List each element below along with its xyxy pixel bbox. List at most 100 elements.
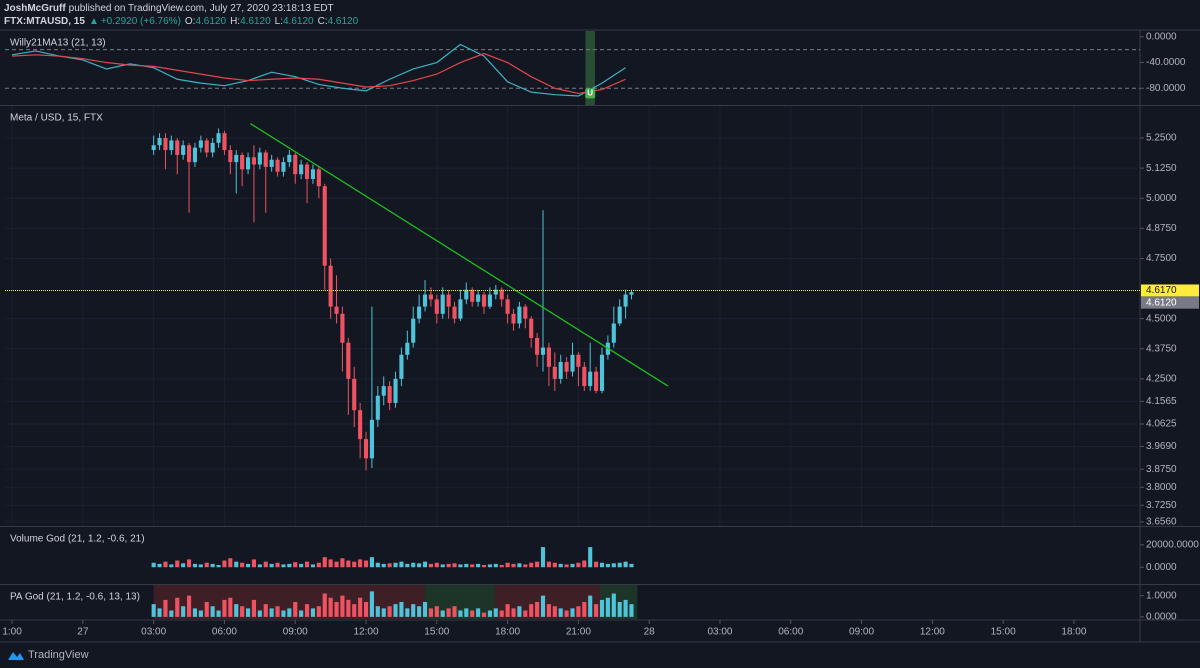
bar (275, 606, 280, 617)
bar (605, 563, 610, 568)
footer-brand: TradingView (28, 649, 89, 661)
bar (529, 562, 534, 568)
bar (363, 602, 369, 617)
candle-body (552, 366, 557, 379)
bar (352, 604, 357, 617)
bar (493, 563, 498, 568)
bar (151, 604, 156, 617)
bar (570, 608, 575, 617)
x-tick-label: 21:00 (566, 627, 591, 638)
header-line: JoshMcGruff published on TradingView.com,… (4, 3, 334, 14)
candle-body (299, 164, 304, 175)
candle-body (210, 142, 215, 153)
x-tick-label: 15:00 (991, 627, 1016, 638)
bar (163, 561, 168, 568)
last-price-box (1141, 296, 1199, 309)
bar (611, 593, 616, 617)
bar (582, 560, 587, 568)
zone (585, 31, 595, 105)
published: published on TradingView.com, July 27, 2… (69, 3, 334, 14)
bar (576, 606, 581, 617)
bar (546, 604, 551, 617)
bar (464, 563, 469, 568)
candle-body (428, 294, 433, 300)
candle-body (175, 140, 180, 155)
bar (257, 610, 262, 617)
x-tick-label: 12:00 (920, 627, 945, 638)
candle-body (216, 133, 221, 143)
bar (304, 561, 310, 568)
candle-body (411, 318, 416, 343)
bar (428, 563, 433, 568)
bar (564, 610, 569, 617)
bar (476, 563, 481, 568)
bar (340, 558, 345, 568)
candle-body (405, 342, 410, 355)
last-price-label: 4.6120 (1146, 297, 1177, 308)
candle-body (222, 133, 227, 151)
bar (157, 608, 162, 617)
bar (464, 608, 469, 617)
panel: 0.0000 20000.0000 Volume God (21, 1.2, -0.… (10, 534, 1199, 573)
bar (316, 606, 321, 617)
bar (334, 602, 339, 617)
candle-body (446, 294, 451, 307)
candle-body (340, 313, 345, 343)
bar (535, 602, 540, 617)
up-arrow: ▲ (89, 16, 99, 27)
bar (540, 547, 546, 568)
bar (399, 561, 404, 568)
bar (334, 561, 339, 568)
x-tick-label: 03:00 (141, 627, 166, 638)
candle-body (499, 289, 504, 300)
bar (617, 602, 622, 617)
candle-body (375, 395, 380, 420)
bar (588, 595, 593, 617)
candle-body (417, 306, 422, 319)
bar (251, 599, 257, 617)
ohlc-label: O: (185, 16, 196, 27)
candle-body (363, 439, 369, 459)
candle-body (611, 323, 616, 343)
bar (505, 604, 510, 617)
ohlc-value: 4.6120 (283, 16, 314, 27)
bar (582, 602, 587, 617)
candle-body (263, 152, 268, 167)
indicator-line (12, 52, 626, 95)
bar (304, 604, 310, 617)
y-tick-label: 4.8750 (1146, 223, 1177, 234)
bar (375, 606, 380, 617)
bar (552, 606, 557, 617)
candle-body (576, 354, 581, 367)
bar (240, 562, 245, 568)
bar (499, 610, 504, 617)
bar (605, 597, 610, 617)
bar (346, 599, 351, 617)
y-tick-label: 3.8000 (1146, 482, 1177, 493)
bar (169, 610, 174, 617)
candle-body (511, 313, 516, 324)
bar (576, 562, 581, 568)
bar (422, 561, 428, 568)
bar (399, 602, 404, 617)
bar (588, 547, 593, 568)
indicator-line (11, 43, 626, 97)
candle-body (240, 154, 245, 170)
bar (422, 602, 428, 617)
candle-body (481, 294, 487, 307)
bar (204, 602, 209, 617)
bar (310, 564, 316, 568)
bar (198, 564, 203, 568)
ohlc-label: H: (230, 16, 240, 27)
bar (169, 564, 174, 568)
bar (293, 602, 298, 617)
bar (275, 562, 280, 568)
ohlc-value: 4.6120 (195, 16, 226, 27)
x-tick-label: 12:00 (354, 627, 379, 638)
bar (216, 565, 221, 568)
y-tick-label: 20000.0000 (1146, 540, 1199, 551)
bar (476, 608, 481, 617)
bar (269, 608, 274, 617)
